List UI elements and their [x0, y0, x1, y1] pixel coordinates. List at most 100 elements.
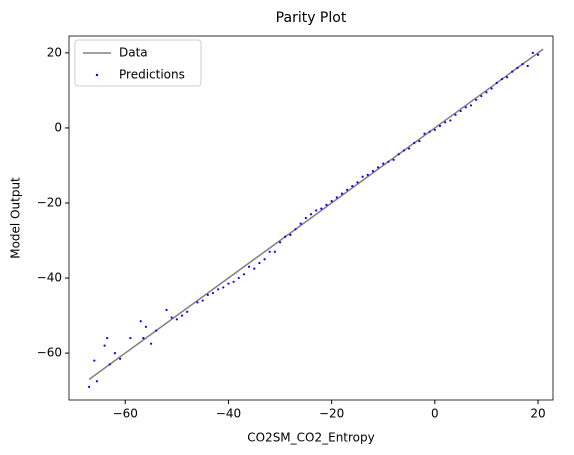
- point: [346, 188, 349, 191]
- point: [351, 185, 354, 188]
- x-axis-label: CO2SM_CO2_Entropy: [247, 431, 375, 445]
- point: [253, 267, 256, 270]
- point: [449, 119, 452, 122]
- point: [335, 196, 338, 199]
- point: [304, 216, 307, 220]
- point: [428, 130, 431, 133]
- legend-swatch: [95, 73, 99, 77]
- point: [402, 149, 405, 152]
- point: [536, 53, 540, 56]
- point: [232, 280, 235, 283]
- point: [106, 336, 109, 340]
- point: [186, 310, 189, 313]
- point: [526, 64, 529, 68]
- point: [93, 359, 96, 362]
- point: [464, 106, 467, 109]
- point: [330, 200, 333, 203]
- point: [227, 282, 230, 285]
- x-tick-label: 20: [530, 407, 545, 421]
- point: [387, 160, 390, 163]
- data-line: [88, 48, 544, 380]
- point: [103, 344, 106, 347]
- y-tick-label: −60: [37, 346, 62, 360]
- point: [325, 203, 328, 206]
- legend-box: [74, 39, 202, 87]
- point: [444, 121, 447, 124]
- point: [320, 207, 323, 210]
- y-axis-label: Model Output: [9, 177, 23, 259]
- point: [511, 70, 514, 73]
- point: [129, 336, 132, 340]
- point: [217, 288, 220, 291]
- point: [490, 87, 493, 90]
- point: [284, 235, 287, 238]
- point: [294, 228, 297, 231]
- point: [418, 139, 421, 143]
- point: [206, 293, 209, 297]
- point: [113, 351, 117, 355]
- point: [175, 318, 178, 321]
- point: [139, 320, 142, 323]
- point: [273, 250, 276, 253]
- y-tick-label: 20: [47, 45, 62, 59]
- point: [438, 124, 442, 128]
- point: [495, 81, 498, 85]
- point: [521, 63, 524, 66]
- point: [454, 113, 457, 116]
- point: [340, 192, 344, 195]
- point: [180, 314, 184, 317]
- point: [155, 329, 158, 332]
- x-tick-label: 0: [431, 407, 439, 421]
- point: [258, 261, 261, 265]
- point: [263, 258, 266, 261]
- point: [459, 109, 462, 113]
- y-tick-label: −20: [37, 195, 62, 209]
- point: [144, 325, 147, 328]
- legend-label: Predictions: [119, 68, 185, 82]
- point: [278, 241, 282, 244]
- y-tick-label: −40: [37, 271, 62, 285]
- point: [475, 98, 478, 101]
- point: [413, 141, 416, 145]
- point: [289, 233, 292, 236]
- point: [361, 175, 364, 178]
- point: [315, 209, 318, 212]
- point: [392, 158, 395, 161]
- point: [95, 380, 98, 383]
- legend-label: Data: [119, 46, 148, 60]
- point: [433, 128, 436, 131]
- chart-title: Parity Plot: [276, 10, 347, 26]
- point: [505, 76, 509, 79]
- point: [108, 363, 111, 366]
- point: [407, 147, 411, 150]
- point: [149, 342, 153, 345]
- point: [196, 301, 199, 304]
- point: [142, 336, 145, 340]
- y-tick-label: 0: [54, 120, 62, 134]
- point: [165, 308, 168, 312]
- point: [366, 173, 369, 176]
- x-tick-label: −60: [113, 407, 138, 421]
- point: [516, 66, 519, 69]
- point: [485, 91, 488, 94]
- point: [500, 78, 504, 81]
- point: [397, 153, 400, 156]
- plot-frame: [68, 35, 554, 401]
- point: [309, 213, 313, 216]
- point: [201, 299, 204, 302]
- point: [88, 385, 91, 388]
- point: [118, 357, 122, 360]
- x-tick-label: −20: [319, 407, 344, 421]
- point: [531, 51, 534, 54]
- x-tick-label: −40: [216, 407, 241, 421]
- point: [371, 169, 375, 173]
- point: [247, 265, 251, 268]
- point: [382, 162, 385, 165]
- point: [170, 316, 173, 319]
- point: [376, 166, 380, 169]
- point: [268, 250, 271, 253]
- point: [211, 291, 215, 295]
- point: [242, 273, 246, 276]
- point: [356, 181, 359, 184]
